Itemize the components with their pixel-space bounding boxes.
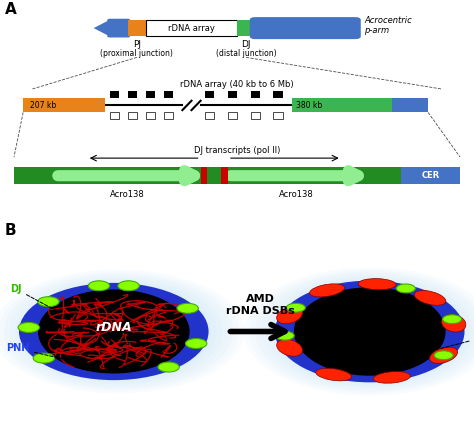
Ellipse shape <box>442 315 466 332</box>
Text: Acrocentric
p-arm: Acrocentric p-arm <box>365 16 412 35</box>
Bar <box>292 99 392 112</box>
Ellipse shape <box>316 368 352 381</box>
Bar <box>128 112 137 119</box>
Ellipse shape <box>38 290 190 373</box>
Bar <box>221 168 228 184</box>
Bar <box>164 112 173 119</box>
Text: A: A <box>5 2 17 17</box>
Ellipse shape <box>244 267 474 396</box>
Ellipse shape <box>373 372 410 383</box>
FancyBboxPatch shape <box>250 17 361 39</box>
Text: B: B <box>5 223 17 238</box>
Text: DJ: DJ <box>241 40 251 49</box>
Text: 380 kb: 380 kb <box>296 101 322 110</box>
Text: rDNA: rDNA <box>95 320 132 334</box>
Bar <box>128 20 146 36</box>
Ellipse shape <box>9 276 228 387</box>
Ellipse shape <box>177 303 198 313</box>
Text: CER: CER <box>421 171 439 180</box>
Ellipse shape <box>38 297 59 307</box>
FancyBboxPatch shape <box>107 19 130 38</box>
Ellipse shape <box>396 284 415 293</box>
Ellipse shape <box>429 347 457 363</box>
Text: AMD
rDNA DSBs: AMD rDNA DSBs <box>226 294 295 316</box>
Ellipse shape <box>249 270 474 393</box>
Ellipse shape <box>32 285 205 378</box>
Bar <box>273 112 283 119</box>
Ellipse shape <box>286 303 305 312</box>
Bar <box>228 91 237 99</box>
Text: PNH: PNH <box>6 343 75 362</box>
Ellipse shape <box>158 362 179 372</box>
Bar <box>237 20 255 36</box>
Bar <box>201 168 208 184</box>
Text: rDNA array (40 kb to 6 Mb): rDNA array (40 kb to 6 Mb) <box>180 80 294 89</box>
Bar <box>146 112 155 119</box>
Ellipse shape <box>266 276 473 387</box>
Text: 207 kb: 207 kb <box>30 101 56 110</box>
Ellipse shape <box>434 351 453 360</box>
Ellipse shape <box>27 283 210 380</box>
Ellipse shape <box>283 283 456 380</box>
Ellipse shape <box>275 281 465 382</box>
Ellipse shape <box>277 307 302 324</box>
Ellipse shape <box>443 315 462 324</box>
Ellipse shape <box>261 274 474 389</box>
Text: (distal junction): (distal junction) <box>216 49 276 58</box>
Text: DJ transcripts (pol II): DJ transcripts (pol II) <box>194 145 280 155</box>
Bar <box>392 99 428 112</box>
Ellipse shape <box>185 339 207 348</box>
Bar <box>109 91 118 99</box>
Ellipse shape <box>275 331 294 340</box>
Bar <box>146 91 155 99</box>
Bar <box>23 99 105 112</box>
Ellipse shape <box>4 274 233 389</box>
Ellipse shape <box>21 281 216 382</box>
Ellipse shape <box>18 323 39 332</box>
Ellipse shape <box>19 283 209 380</box>
Ellipse shape <box>118 281 139 291</box>
Ellipse shape <box>0 272 239 391</box>
Text: PJ: PJ <box>133 40 141 49</box>
Bar <box>205 112 214 119</box>
Ellipse shape <box>414 290 446 305</box>
Ellipse shape <box>277 339 302 356</box>
Ellipse shape <box>310 284 345 297</box>
Text: DJ: DJ <box>9 284 60 312</box>
Bar <box>164 91 173 99</box>
Bar <box>273 91 283 99</box>
Text: Acro138: Acro138 <box>279 190 313 199</box>
Ellipse shape <box>278 281 462 382</box>
Bar <box>128 91 137 99</box>
Polygon shape <box>94 20 109 36</box>
Text: (proximal junction): (proximal junction) <box>100 49 173 58</box>
Bar <box>251 112 260 119</box>
Bar <box>228 112 237 119</box>
Ellipse shape <box>294 287 446 376</box>
Ellipse shape <box>272 278 467 385</box>
Ellipse shape <box>33 353 55 363</box>
Bar <box>14 168 401 184</box>
Ellipse shape <box>15 278 222 385</box>
Ellipse shape <box>88 281 109 291</box>
Ellipse shape <box>358 278 396 290</box>
Text: Acro138: Acro138 <box>110 190 145 199</box>
Text: rDNA array: rDNA array <box>168 23 215 33</box>
Bar <box>109 112 118 119</box>
Text: nucleolar
caps: nucleolar caps <box>441 323 474 348</box>
Bar <box>146 20 237 36</box>
Ellipse shape <box>0 270 245 393</box>
Bar <box>251 91 260 99</box>
Bar <box>401 168 460 184</box>
Ellipse shape <box>255 272 474 391</box>
Bar <box>205 91 214 99</box>
